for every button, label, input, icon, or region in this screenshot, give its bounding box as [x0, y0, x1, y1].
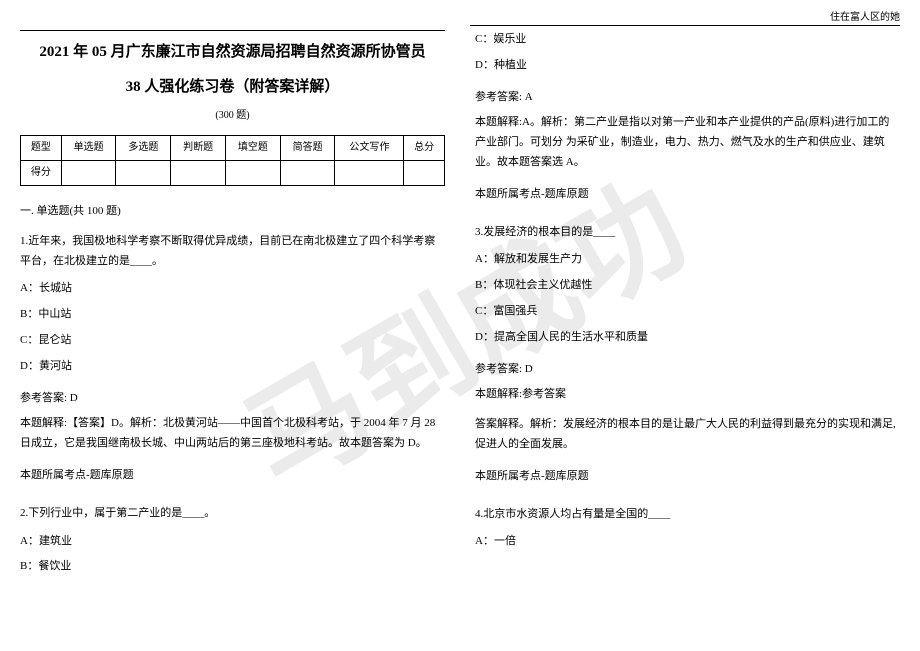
doc-title: 2021 年 05 月广东廉江市自然资源局招聘自然资源所协管员	[20, 39, 445, 66]
q3-optA: A：解放和发展生产力	[475, 250, 900, 270]
q2-optC: C：娱乐业	[475, 30, 900, 50]
q2-answer: 参考答案: A	[475, 88, 900, 108]
td-empty	[61, 161, 116, 186]
q2-topic: 本题所属考点-题库原题	[475, 185, 900, 205]
q1-stem: 1.近年来，我国极地科学考察不断取得优异成绩，目前已在南北极建立了四个科学考察平…	[20, 232, 445, 272]
q4-stem: 4.北京市水资源人均占有量是全国的____	[475, 505, 900, 525]
q2-stem: 2.下列行业中，属于第二产业的是____。	[20, 504, 445, 524]
th-fill: 填空题	[225, 136, 280, 161]
q1-optD: D：黄河站	[20, 357, 445, 377]
th-judge: 判断题	[171, 136, 226, 161]
th-single: 单选题	[61, 136, 116, 161]
q3-optD: D：提高全国人民的生活水平和质量	[475, 328, 900, 348]
q2-optB: B：餐饮业	[20, 557, 445, 577]
td-score-label: 得分	[21, 161, 62, 186]
q3-answer: 参考答案: D	[475, 360, 900, 380]
td-empty	[404, 161, 445, 186]
q3-optC: C：富国强兵	[475, 302, 900, 322]
left-column: 2021 年 05 月广东廉江市自然资源局招聘自然资源所协管员 38 人强化练习…	[20, 30, 445, 583]
q1-answer: 参考答案: D	[20, 389, 445, 409]
right-column: C：娱乐业 D：种植业 参考答案: A 本题解释:A。解析：第二产业是指以对第一…	[475, 30, 900, 583]
table-header-row: 题型 单选题 多选题 判断题 填空题 简答题 公文写作 总分	[21, 136, 445, 161]
q1-optC: C：昆仑站	[20, 331, 445, 351]
q3-topic: 本题所属考点-题库原题	[475, 467, 900, 487]
q2-optA: A：建筑业	[20, 532, 445, 552]
score-table: 题型 单选题 多选题 判断题 填空题 简答题 公文写作 总分 得分	[20, 135, 445, 186]
table-score-row: 得分	[21, 161, 445, 186]
td-empty	[335, 161, 404, 186]
top-rule	[20, 30, 445, 31]
q1-topic: 本题所属考点-题库原题	[20, 466, 445, 486]
question-count: (300 题)	[20, 107, 445, 125]
q3-explanation-label: 本题解释:参考答案	[475, 385, 900, 405]
q1-optB: B：中山站	[20, 305, 445, 325]
q2-explanation: 本题解释:A。解析：第二产业是指以对第一产业和本产业提供的产品(原料)进行加工的…	[475, 113, 900, 172]
q3-stem: 3.发展经济的根本目的是____	[475, 223, 900, 243]
td-empty	[280, 161, 335, 186]
td-empty	[116, 161, 171, 186]
th-multi: 多选题	[116, 136, 171, 161]
q3-explanation: 答案解释。解析：发展经济的根本目的是让最广大人民的利益得到最充分的实现和满足,促…	[475, 415, 900, 455]
q2-optD: D：种植业	[475, 56, 900, 76]
th-type: 题型	[21, 136, 62, 161]
td-empty	[171, 161, 226, 186]
th-writing: 公文写作	[335, 136, 404, 161]
th-total: 总分	[404, 136, 445, 161]
q1-optA: A：长城站	[20, 279, 445, 299]
page-container: 2021 年 05 月广东廉江市自然资源局招聘自然资源所协管员 38 人强化练习…	[0, 0, 920, 593]
section-title: 一. 单选题(共 100 题)	[20, 202, 445, 222]
doc-subtitle: 38 人强化练习卷（附答案详解）	[20, 74, 445, 101]
td-empty	[225, 161, 280, 186]
th-short: 简答题	[280, 136, 335, 161]
q1-explanation: 本题解释:【答案】D。解析：北极黄河站——中国首个北极科考站，于 2004 年 …	[20, 414, 445, 454]
q4-optA: A：一倍	[475, 532, 900, 552]
q3-optB: B：体现社会主义优越性	[475, 276, 900, 296]
